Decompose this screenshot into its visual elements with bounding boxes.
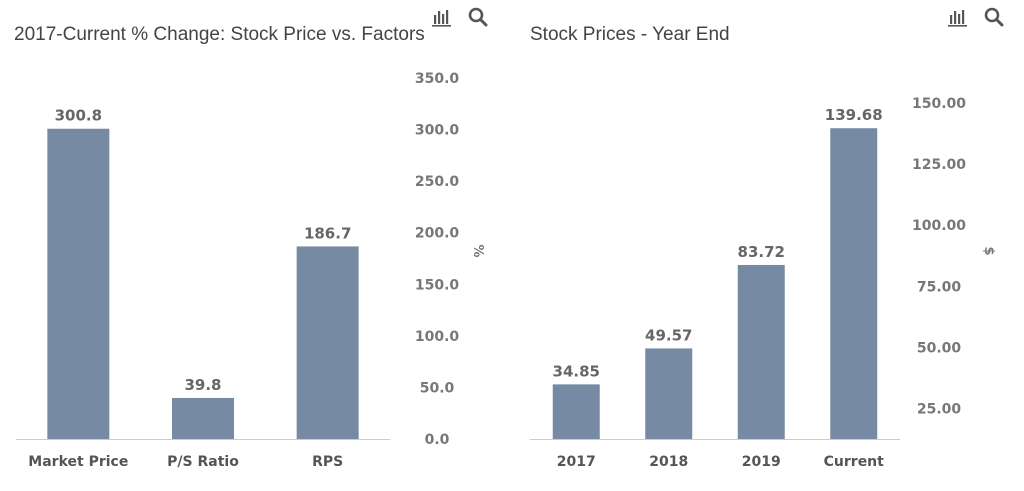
chart-toolbar <box>430 6 490 28</box>
y-tick-label: 50.00 <box>917 340 962 356</box>
data-label: 300.8 <box>55 107 102 125</box>
search-icon[interactable] <box>466 6 490 28</box>
data-label: 186.7 <box>304 224 351 242</box>
x-tick-label: RPS <box>312 454 343 470</box>
data-label: 34.85 <box>553 362 600 380</box>
data-label: 139.68 <box>825 106 883 124</box>
y-axis-label: % <box>470 244 485 257</box>
x-tick-label: Market Price <box>28 454 128 470</box>
y-axis-label: $ <box>981 246 996 255</box>
x-tick-label: 2017 <box>557 454 596 470</box>
chart-title: 2017-Current % Change: Stock Price vs. F… <box>14 24 425 45</box>
bar-current[interactable] <box>830 128 878 439</box>
y-tick-label: 150.00 <box>912 96 966 112</box>
chart-toolbar <box>946 6 1006 28</box>
bar-p-s-ratio[interactable] <box>172 397 234 439</box>
y-tick-label: 100.00 <box>912 218 966 234</box>
y-tick-label: 300.0 <box>415 123 460 139</box>
y-tick-label: 250.0 <box>415 174 460 190</box>
x-tick-label: 2019 <box>742 454 781 470</box>
y-tick-label: 100.0 <box>415 329 460 345</box>
data-label: 39.8 <box>184 376 221 394</box>
chart-panel-percent-change: 2017-Current % Change: Stock Price vs. F… <box>14 6 490 470</box>
y-tick-label: 0.0 <box>425 432 450 448</box>
x-tick-label: 2018 <box>649 454 688 470</box>
bar-market-price[interactable] <box>47 128 110 440</box>
y-tick-label: 25.00 <box>917 401 962 417</box>
bar-chart-stock-prices: 34.85 2017 49.57 2018 83.72 2019 139.68 Current… <box>530 96 996 470</box>
search-icon[interactable] <box>982 6 1006 28</box>
bar-2017[interactable] <box>552 384 600 439</box>
bar-rps[interactable] <box>296 246 359 439</box>
data-label: 49.57 <box>645 326 692 344</box>
chart-panel-stock-prices: Stock Prices - Year End 34.85 2017 49.57 20… <box>512 0 1024 491</box>
x-tick-label: P/S Ratio <box>167 454 239 470</box>
y-tick-label: 350.0 <box>415 71 460 87</box>
chart-title: Stock Prices - Year End <box>530 24 730 45</box>
x-tick-label: Current <box>824 454 885 470</box>
bar-chart-icon[interactable] <box>946 6 970 28</box>
y-tick-label: 125.00 <box>912 157 966 173</box>
data-label: 83.72 <box>738 243 785 261</box>
bar-chart-percent-change: 300.8 Market Price 39.8 P/S Ratio 186.7 RPS 0.… <box>16 71 485 470</box>
y-tick-label: 75.00 <box>917 279 962 295</box>
y-tick-label: 150.0 <box>415 277 460 293</box>
y-tick-label: 200.0 <box>415 226 460 242</box>
bar-2019[interactable] <box>737 264 785 439</box>
bar-chart-icon[interactable] <box>430 6 454 28</box>
bar-2018[interactable] <box>645 348 693 439</box>
y-tick-label: 50.0 <box>420 380 455 396</box>
